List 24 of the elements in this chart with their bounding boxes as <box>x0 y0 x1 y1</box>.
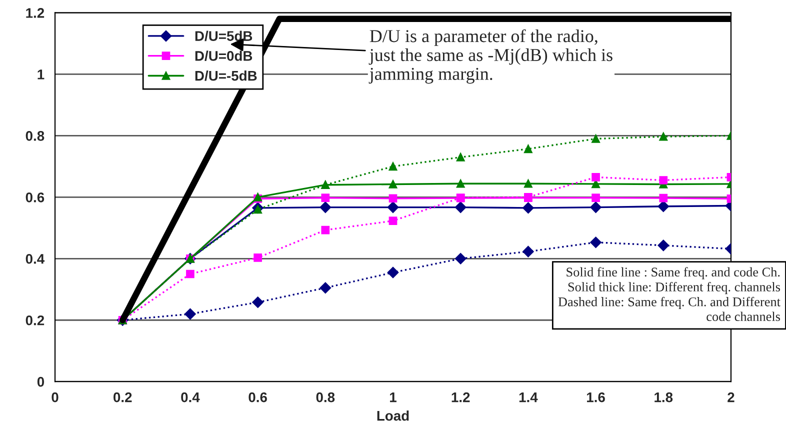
x-tick-label: 2 <box>728 392 734 402</box>
y-tick-label: 0.8 <box>26 131 44 141</box>
x-tick-label: 0 <box>52 392 58 402</box>
x-tick-label: 0.6 <box>248 392 267 402</box>
y-tick-label: 0 <box>37 376 44 387</box>
x-tick-label: 1.8 <box>654 392 673 402</box>
y-tick-label: 0.4 <box>26 254 45 264</box>
y-tick-label: 0.6 <box>26 192 44 202</box>
x-tick-label: 0.4 <box>181 392 200 402</box>
legend-label: D/U=5dB <box>195 30 252 42</box>
y-tick-label: 0.2 <box>26 315 44 326</box>
x-tick-label: 1.4 <box>519 392 538 402</box>
x-tick-label: 1.6 <box>587 392 605 402</box>
x-tick-label: 1.2 <box>452 392 470 402</box>
legend-label: D/U=0dB <box>195 50 252 61</box>
x-tick-label: 0.2 <box>114 392 132 402</box>
x-axis-title: Load <box>377 410 409 421</box>
annotation: D/U is a parameter of the radio, just the same as -Mj(dB) which is jamming margin. <box>368 29 612 84</box>
x-tick-label: 1 <box>390 392 396 402</box>
y-tick-label: 1 <box>38 70 44 80</box>
x-tick-label: 0.8 <box>316 392 335 402</box>
annotation: Solid fine line : Same freq. and code Ch. Solid thick line: Different freq. channels Dashed line: Same freq. Ch. and Different code channels <box>558 267 780 322</box>
y-tick-label: 1.2 <box>26 8 44 18</box>
legend-label: D/U=-5dB <box>195 70 257 81</box>
